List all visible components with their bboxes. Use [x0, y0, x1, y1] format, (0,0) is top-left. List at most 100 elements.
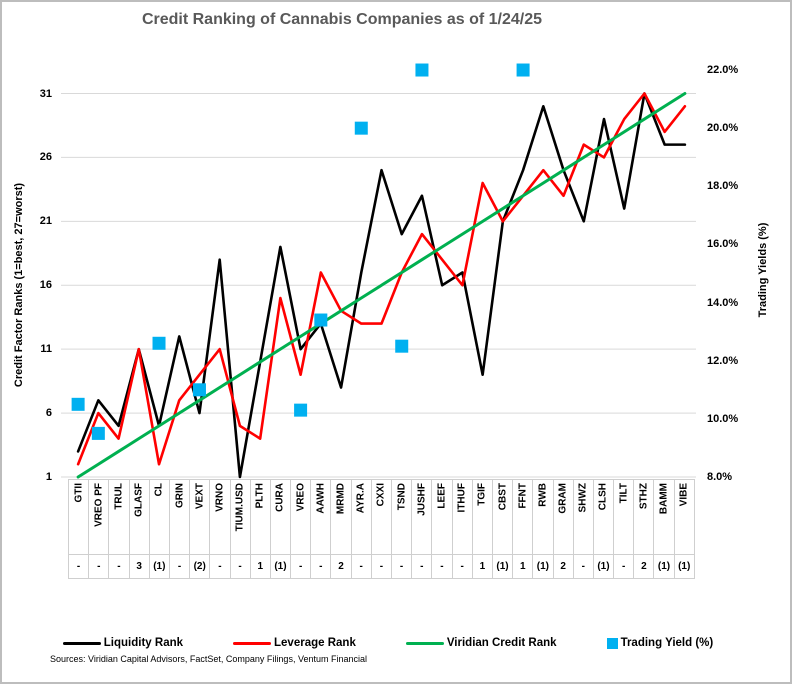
ticker-label: GLASF — [133, 483, 145, 517]
ticker-label: SHWZ — [577, 483, 589, 513]
ticker-cell: TRUL — [109, 479, 130, 555]
legend-label: Liquidity Rank — [103, 637, 184, 649]
ticker-label: STHZ — [638, 483, 650, 510]
ticker-cell: VRNO — [210, 479, 231, 555]
ticker-cell: GRAM — [553, 479, 574, 555]
ticker-label: VRNO — [214, 483, 226, 512]
yield-square — [152, 336, 166, 350]
ticker-cell: STHZ — [634, 479, 655, 555]
ticker-cell: ITHUF — [452, 479, 473, 555]
x-axis-ticker-row: GTII VREO PF TRUL GLASF CL GRIN VEXT VRNO TIUM.U… — [68, 479, 695, 555]
y-right-tick-label: 18.0% — [707, 180, 739, 193]
legend-swatch-line — [62, 641, 101, 645]
note-cell: 2 — [553, 555, 574, 579]
ticker-cell: BAMM — [654, 479, 675, 555]
note-cell: - — [230, 555, 251, 579]
note-cell: 1 — [472, 555, 493, 579]
note-cell: - — [291, 555, 312, 579]
y-axis-left-title: Credit Factor Ranks (1=best, 27=worst) — [13, 182, 25, 388]
legend-swatch-line — [405, 641, 444, 645]
yield-square — [516, 63, 530, 77]
ticker-label: JUSHF — [416, 483, 428, 516]
ticker-cell: CL — [149, 479, 170, 555]
legend-label: Leverage Rank — [274, 637, 356, 649]
ticker-cell: CLSH — [593, 479, 615, 555]
note-cell: (1) — [533, 555, 554, 579]
chart-title: Credit Ranking of Cannabis Companies as … — [141, 11, 543, 28]
ticker-label: MRMD — [335, 483, 347, 515]
x-axis-notes-row: - - -3 (1) - (2) - -1 (1) - -2- - - - - -1 (1) 1 (1) 2- (1) -… — [68, 555, 695, 579]
y-axis-right-title: Trading Yields (%) — [757, 222, 769, 318]
note-cell: - — [573, 555, 594, 579]
note-cell: 1 — [513, 555, 534, 579]
ticker-cell: GRIN — [169, 479, 191, 555]
note-cell: (1) — [270, 555, 292, 579]
note-cell: - — [68, 555, 90, 579]
y-right-tick-label: 16.0% — [707, 238, 739, 251]
note-cell: (1) — [593, 555, 615, 579]
y-left-tick-label: 21 — [39, 215, 52, 228]
legend-label: Trading Yield (%) — [620, 637, 714, 649]
ticker-label: CL — [153, 483, 165, 497]
legend-label: Viridian Credit Rank — [446, 637, 557, 649]
ticker-label: AAWH — [315, 483, 327, 514]
ticker-cell: FFNT — [513, 479, 534, 555]
ticker-label: CXXI — [375, 483, 387, 507]
legend-item: Viridian Credit Rank — [405, 637, 557, 649]
y-left-tick-label: 26 — [39, 151, 52, 164]
note-cell: 3 — [129, 555, 150, 579]
note-cell: 2 — [331, 555, 352, 579]
legend-swatch-square — [606, 637, 618, 649]
legend-item: Trading Yield (%) — [606, 637, 714, 649]
yield-square — [91, 426, 105, 440]
y-left-tick-label: 1 — [45, 471, 52, 483]
yield-square — [294, 403, 308, 417]
note-cell: - — [452, 555, 473, 579]
ticker-cell: CBST — [492, 479, 514, 555]
ticker-cell: VEXT — [190, 479, 211, 555]
note-cell: (1) — [674, 555, 695, 579]
note-cell: - — [371, 555, 392, 579]
note-cell: - — [169, 555, 191, 579]
y-left-tick-label: 11 — [40, 343, 52, 356]
ticker-cell: GLASF — [129, 479, 150, 555]
ticker-label: VREO PF — [93, 483, 105, 527]
note-cell: (2) — [190, 555, 211, 579]
series-line-liquidity-rank — [76, 92, 687, 479]
note-cell: (1) — [654, 555, 675, 579]
y-right-tick-label: 8.0% — [707, 471, 733, 483]
ticker-label: TILT — [618, 483, 630, 504]
y-left-tick-label: 31 — [39, 87, 52, 100]
note-cell: - — [432, 555, 453, 579]
ticker-cell: LEEF — [432, 479, 453, 555]
y-right-tick-label: 10.0% — [707, 412, 739, 425]
ticker-label: CURA — [274, 483, 286, 512]
y-right-tick-label: 12.0% — [707, 354, 739, 367]
y-right-tick-label: 22.0% — [707, 64, 739, 77]
ticker-cell: VREO PF — [89, 479, 110, 555]
note-cell: (1) — [492, 555, 514, 579]
note-cell: (1) — [149, 555, 170, 579]
ticker-cell: TIUM.USD — [230, 479, 251, 555]
ticker-label: ITHUF — [456, 483, 468, 513]
ticker-label: VEXT — [194, 483, 206, 510]
ticker-label: AYR.A — [355, 483, 367, 514]
yield-square — [71, 397, 85, 411]
ticker-cell: AAWH — [311, 479, 332, 555]
yield-square — [415, 63, 429, 77]
yield-square — [354, 121, 368, 135]
ticker-label: TRUL — [113, 483, 125, 510]
yield-square — [395, 339, 409, 353]
note-cell: - — [109, 555, 130, 579]
ticker-cell: TILT — [614, 479, 635, 555]
note-cell: - — [412, 555, 433, 579]
ticker-label: TIUM.USD — [234, 483, 246, 532]
series-line-leverage-rank — [76, 92, 687, 466]
ticker-cell: CURA — [270, 479, 292, 555]
y-right-tick-label: 20.0% — [707, 122, 739, 135]
legend-swatch-line — [233, 641, 272, 645]
note-cell: - — [89, 555, 110, 579]
ticker-label: GRAM — [557, 483, 569, 514]
chart-legend: Liquidity Rank Leverage Rank Viridian Cred… — [2, 632, 774, 654]
